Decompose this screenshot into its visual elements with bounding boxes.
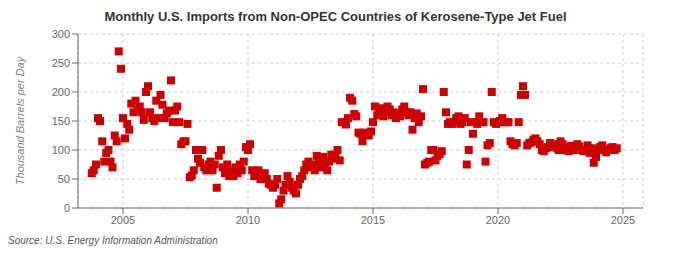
svg-text:200: 200 — [52, 86, 70, 98]
svg-text:250: 250 — [52, 57, 70, 69]
svg-text:2005: 2005 — [111, 214, 135, 226]
svg-text:100: 100 — [52, 144, 70, 156]
svg-text:2025: 2025 — [611, 214, 635, 226]
svg-text:2010: 2010 — [236, 214, 260, 226]
html-text:Source: U.S. Energy Informatio: Source: U.S. Energy Information Administ… — [8, 235, 218, 246]
svg-text:2015: 2015 — [361, 214, 385, 226]
svg-text:Thousand Barrels per Day: Thousand Barrels per Day — [14, 55, 26, 185]
svg-text:2020: 2020 — [486, 214, 510, 226]
html-text:Monthly U.S. Imports from Non-: Monthly U.S. Imports from Non-OPEC Count… — [104, 9, 567, 24]
svg-text:50: 50 — [58, 173, 70, 185]
svg-text:0: 0 — [64, 202, 70, 214]
svg-text:300: 300 — [52, 28, 70, 40]
svg-text:150: 150 — [52, 115, 70, 127]
